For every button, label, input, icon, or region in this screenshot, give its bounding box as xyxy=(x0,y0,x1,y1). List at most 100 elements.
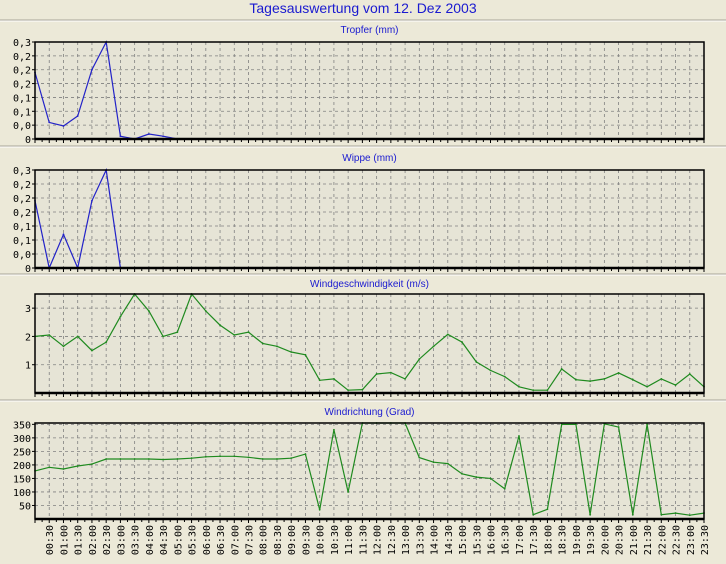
data-point xyxy=(333,428,335,431)
data-point xyxy=(290,351,293,353)
x-tick-label: 16:00 xyxy=(486,525,497,555)
data-point xyxy=(432,461,435,464)
data-point xyxy=(574,423,577,426)
data-point xyxy=(560,368,563,370)
data-point xyxy=(48,121,51,124)
data-point xyxy=(617,372,620,374)
x-tick-label: 13:30 xyxy=(415,525,426,555)
x-tick-label: 18:30 xyxy=(558,525,569,555)
data-point xyxy=(646,423,648,426)
page-title: Tagesauswertung vom 12. Dez 2003 xyxy=(249,0,477,16)
x-tick-label: 22:00 xyxy=(657,525,668,555)
data-point xyxy=(446,462,449,465)
x-tick-label: 09:30 xyxy=(301,525,312,555)
x-tick-label: 06:00 xyxy=(202,525,213,555)
x-tick-label: 11:30 xyxy=(358,525,369,555)
data-point xyxy=(133,458,136,460)
x-tick-label: 13:00 xyxy=(401,525,412,555)
x-tick-label: 02:00 xyxy=(88,525,99,555)
y-tick-label: 200 xyxy=(13,461,31,472)
data-point xyxy=(176,458,179,460)
data-point xyxy=(347,389,350,392)
x-tick-label: 10:30 xyxy=(330,525,341,555)
data-point xyxy=(589,513,592,516)
x-tick-label: 11:00 xyxy=(344,525,355,555)
y-tick-label: 350 xyxy=(13,420,31,431)
data-point xyxy=(276,458,278,460)
data-point xyxy=(461,472,463,475)
plot-area xyxy=(35,294,704,393)
x-tick-label: 21:00 xyxy=(629,525,640,555)
data-point xyxy=(688,373,691,375)
x-tick-label: 02:30 xyxy=(102,525,113,555)
y-tick-label: 3 xyxy=(25,304,31,315)
y-tick-label: 0,1 xyxy=(13,236,31,247)
data-point xyxy=(261,458,264,460)
chart-2: Windgeschwindigkeit (m/s) 3 2 1 xyxy=(25,279,705,397)
data-point xyxy=(119,135,122,138)
data-point xyxy=(233,334,236,336)
y-tick-label: 0,2 xyxy=(13,80,31,91)
data-point xyxy=(147,133,150,135)
data-point xyxy=(489,477,492,480)
x-tick-label: 16:30 xyxy=(501,525,512,555)
data-point xyxy=(247,456,250,459)
x-tick-label: 08:30 xyxy=(273,525,284,555)
data-point xyxy=(162,335,165,338)
y-tick-label: 0,3 xyxy=(13,166,31,177)
data-point xyxy=(91,68,93,71)
y-tick-label: 0,1 xyxy=(13,222,31,233)
data-point xyxy=(304,453,307,455)
data-point xyxy=(503,375,506,378)
data-point xyxy=(219,455,221,458)
data-point xyxy=(503,487,506,490)
data-point xyxy=(147,458,150,460)
data-point xyxy=(105,341,108,343)
data-point xyxy=(91,349,93,352)
x-tick-label: 03:30 xyxy=(131,525,142,555)
data-point xyxy=(674,384,677,386)
x-tick-label: 18:00 xyxy=(543,525,554,555)
chart-title: Windrichtung (Grad) xyxy=(324,407,414,418)
data-point xyxy=(176,331,179,334)
data-point xyxy=(418,456,421,459)
data-point xyxy=(204,310,207,312)
y-tick-label: 0,3 xyxy=(13,38,31,49)
data-point xyxy=(290,457,293,460)
data-point xyxy=(617,426,620,428)
data-point xyxy=(660,513,663,516)
x-tick-label: 19:30 xyxy=(586,525,597,555)
plot-area xyxy=(35,42,704,139)
x-tick-label: 03:00 xyxy=(116,525,127,555)
chart-title: Tropfer (mm) xyxy=(341,25,399,36)
data-point xyxy=(518,385,520,388)
x-tick-label: 20:30 xyxy=(615,525,626,555)
y-tick-label: 0,0 xyxy=(13,121,31,132)
data-point xyxy=(48,334,51,336)
x-tick-label: 08:00 xyxy=(259,525,270,555)
x-tick-label: 22:30 xyxy=(672,525,683,555)
data-point xyxy=(475,476,478,478)
y-tick-label: 0,2 xyxy=(13,208,31,219)
y-tick-label: 0,1 xyxy=(13,107,31,118)
y-tick-label: 0,0 xyxy=(13,250,31,261)
x-tick-label: 15:00 xyxy=(458,525,469,555)
data-point xyxy=(446,333,449,336)
x-tick-label: 19:00 xyxy=(572,525,583,555)
data-point xyxy=(674,512,677,514)
y-tick-label: 0,2 xyxy=(13,66,31,77)
x-tick-label: 04:00 xyxy=(145,525,156,555)
series-line xyxy=(34,292,705,391)
x-tick-label: 12:00 xyxy=(373,525,384,555)
data-point xyxy=(105,458,108,460)
data-point xyxy=(91,199,93,202)
y-tick-label: 250 xyxy=(13,447,31,458)
data-point xyxy=(247,331,250,334)
data-point xyxy=(76,335,79,338)
data-point xyxy=(147,310,150,312)
data-point xyxy=(119,315,122,318)
data-point xyxy=(631,378,634,381)
y-tick-label: 0,1 xyxy=(13,93,31,104)
data-point xyxy=(375,373,378,375)
chart-title: Windgeschwindigkeit (m/s) xyxy=(310,279,429,290)
